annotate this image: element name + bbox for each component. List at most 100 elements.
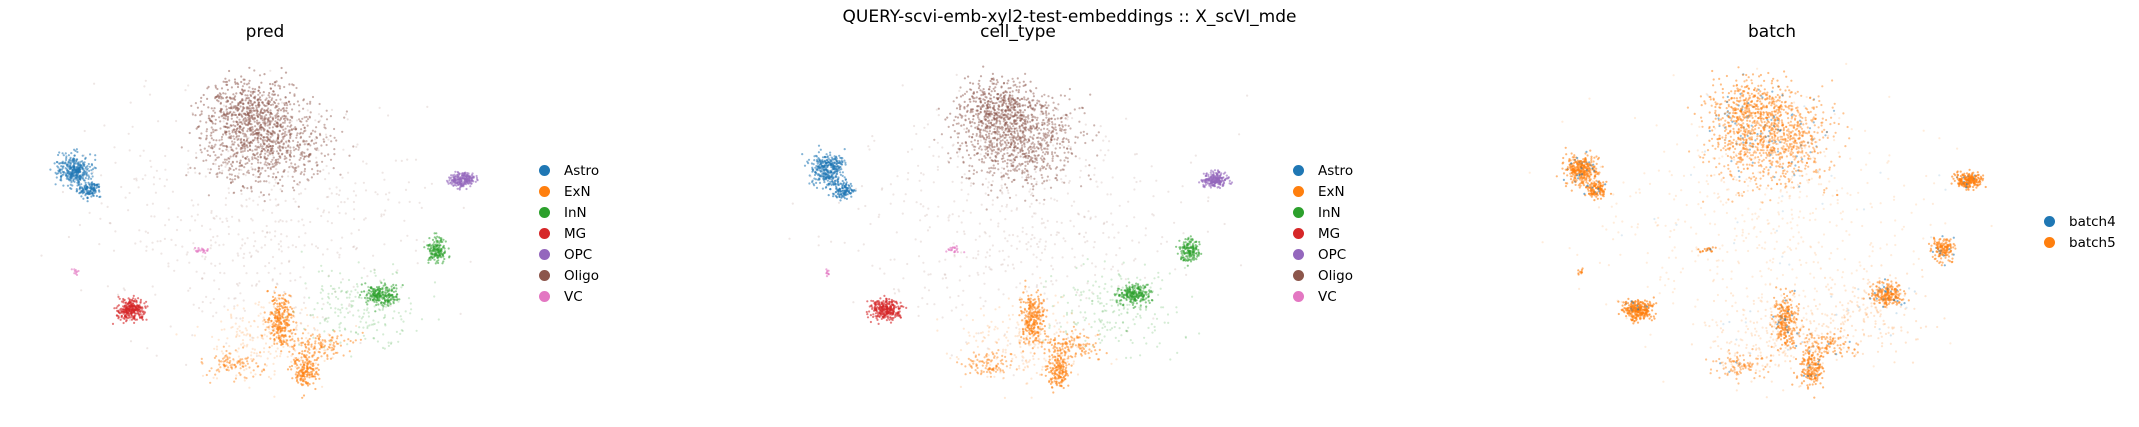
scatter-point [239,367,242,370]
scatter-point [339,341,342,344]
scatter-point [274,176,278,179]
scatter-point [1064,156,1067,159]
scatter-point [197,203,200,206]
scatter-point [263,155,266,158]
scatter-point [264,169,267,172]
scatter-point [1035,159,1038,162]
scatter-point [1059,169,1062,172]
scatter-point [984,156,987,159]
scatter-point [986,146,989,149]
scatter-point [228,157,231,160]
scatter-point [1019,129,1022,132]
scatter-point [1018,135,1021,138]
scatter-point [302,301,306,304]
scatter-point [301,379,304,382]
scatter-point [306,102,309,105]
scatter-point [300,378,303,381]
scatter-point [278,87,282,90]
scatter-point [76,173,79,176]
scatter-point [275,80,278,83]
scatter-point [383,316,386,319]
scatter-point [191,113,194,116]
scatter-point [1014,145,1017,148]
scatter-point [73,154,76,157]
scatter-point [220,135,224,139]
scatter-point [329,134,332,137]
scatter-point [996,153,999,156]
scatter-point [379,279,382,282]
scatter-point [359,341,362,345]
scatter-point [1093,124,1096,127]
scatter-point [459,312,462,315]
scatter-point [308,153,311,157]
scatter-point [293,315,296,318]
scatter-point [255,132,258,135]
scatter-point [303,170,306,173]
scatter-point [994,160,997,163]
scatter-point [84,194,87,197]
scatter-point [458,177,461,180]
scatter-point [317,342,320,345]
scatter-point [1059,117,1062,120]
scatter-point [289,272,292,275]
scatter-point [393,286,396,289]
scatter-point [286,344,289,347]
scatter-point [253,351,256,355]
scatter-point [297,220,300,223]
scatter-point [1062,137,1065,140]
scatter-point [257,354,261,357]
scatter-point [1024,179,1027,182]
scatter-point [127,310,130,313]
scatter-point [268,151,271,154]
scatter-point [252,90,255,93]
scatter-point [241,331,244,334]
scatter-point [262,91,265,94]
scatter-point [463,173,466,176]
scatter-point [1063,159,1066,162]
scatter-point [299,120,302,123]
scatter-point [220,153,223,156]
scatter-point [277,158,280,161]
scatter-point [1019,119,1022,122]
scatter-point [289,119,292,122]
scatter-point [434,237,438,240]
scatter-point [273,342,276,345]
scatter-point [430,182,433,185]
scatter-point [472,175,475,178]
scatter-point [368,324,371,327]
scatter-point [253,69,256,72]
scatter-point [217,359,221,362]
scatter-point [323,339,326,342]
scatter-point [155,354,158,357]
scatter-point [212,115,215,118]
scatter-point [226,115,230,118]
scatter-point [1034,157,1037,160]
scatter-point [286,355,289,358]
scatter-point [298,369,301,372]
scatter-point [310,176,313,179]
scatter-point [287,145,290,148]
scatter-point [272,305,275,308]
scatter-point [998,137,1001,140]
scatter-point [317,270,320,273]
scatter-point [207,114,210,117]
scatter-point [252,109,255,112]
scatter-point [220,143,223,146]
scatter-point [1042,137,1045,140]
scatter-point [430,251,433,254]
scatter-point [129,101,132,104]
scatter-point [1053,106,1056,109]
scatter-point [998,133,1001,136]
scatter-point [277,136,280,139]
scatter-point [395,299,399,302]
scatter-point [263,180,266,183]
scatter-point [226,219,229,223]
scatter-point [88,211,91,214]
scatter-point [303,152,306,155]
scatter-point [352,299,355,303]
scatter-point [232,359,235,362]
scatter-point [251,219,254,222]
scatter-point [68,164,71,167]
scatter-point [1046,141,1049,144]
scatter-point [311,313,314,317]
